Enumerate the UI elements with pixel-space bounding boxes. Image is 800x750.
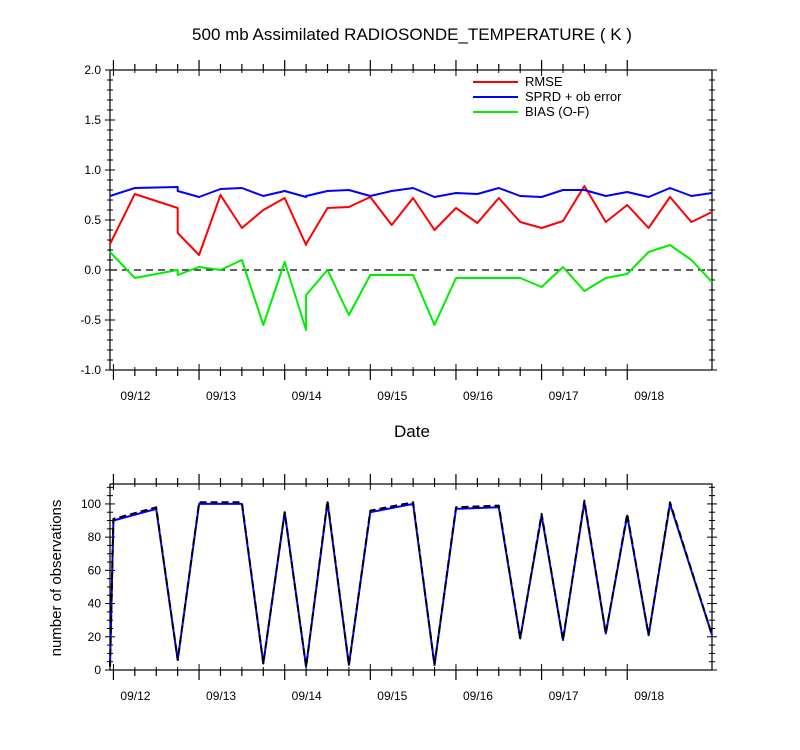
x-tick-label: 09/16: [463, 389, 493, 403]
y-tick-label: 100: [81, 497, 101, 511]
x-tick-label: 09/17: [549, 689, 579, 703]
top-x-axis-label: Date: [394, 422, 430, 441]
legend-label: RMSE: [525, 74, 563, 89]
x-tick-label: 09/17: [549, 389, 579, 403]
y-tick-label: -0.5: [80, 313, 101, 327]
plot-frame: [109, 69, 713, 371]
y-tick-label: 80: [88, 530, 102, 544]
x-tick-label: 09/13: [206, 689, 236, 703]
top-chart: -1.0 -0.5 0.0 0.5 1.0 1.5 2.0 09/12 09/13 09/14 09…: [80, 60, 717, 403]
x-tick-label: 09/18: [634, 689, 664, 703]
y-tick-label: 60: [88, 563, 102, 577]
y-tick-label: 2.0: [84, 63, 101, 77]
y-tick-label: -1.0: [80, 363, 101, 377]
x-tick-label: 09/15: [377, 389, 407, 403]
legend-label: BIAS (O-F): [525, 104, 589, 119]
y-tick-label: 40: [88, 597, 102, 611]
x-tick-label: 09/13: [206, 389, 236, 403]
series-line-solid: [109, 501, 713, 668]
x-tick-label: 09/15: [377, 689, 407, 703]
series-line-rmse: [109, 185, 713, 256]
series-line-sprd-ob-error: [109, 186, 713, 198]
plot-frame: [109, 483, 713, 671]
legend-label: SPRD + ob error: [525, 89, 622, 104]
y-tick-label: 0: [94, 663, 101, 677]
series-line-dashed: [109, 499, 713, 668]
series-line-bias-o-f: [109, 244, 713, 331]
chart-title: 500 mb Assimilated RADIOSONDE_TEMPERATUR…: [192, 25, 632, 44]
x-tick-label: 09/16: [463, 689, 493, 703]
x-tick-label: 09/18: [634, 389, 664, 403]
y-tick-label: 0.5: [84, 213, 101, 227]
x-tick-label: 09/14: [292, 689, 322, 703]
x-tick-label: 09/12: [120, 689, 150, 703]
y-tick-label: 0.0: [84, 263, 101, 277]
bottom-chart: 0 20 40 60 80 100 09/12 09/13 09/14 09/15 09/16 09/…: [81, 474, 717, 703]
bottom-y-axis-label: number of observations: [48, 500, 65, 657]
x-tick-label: 09/12: [120, 389, 150, 403]
y-tick-label: 1.5: [84, 113, 101, 127]
y-tick-label: 1.0: [84, 163, 101, 177]
y-tick-label: 20: [88, 630, 102, 644]
x-tick-label: 09/14: [292, 389, 322, 403]
